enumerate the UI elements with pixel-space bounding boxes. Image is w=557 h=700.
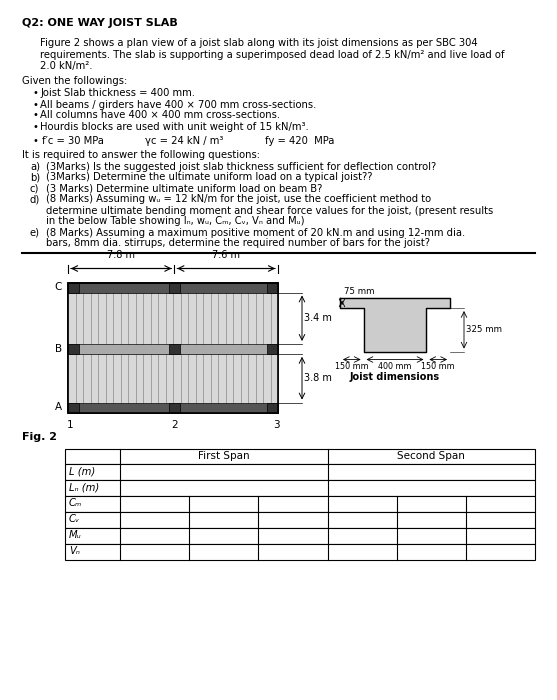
Text: d): d): [30, 195, 40, 204]
Text: 150 mm: 150 mm: [422, 361, 455, 370]
Text: A: A: [55, 402, 62, 412]
Bar: [65, 543, 535, 559]
Text: f′c = 30 MPa: f′c = 30 MPa: [42, 136, 104, 146]
Text: All beams / girders have 400 × 700 mm cross-sections.: All beams / girders have 400 × 700 mm cr…: [40, 99, 316, 109]
Text: fy = 420  MPa: fy = 420 MPa: [265, 136, 334, 146]
Text: bars, 8mm dia. stirrups, determine the required number of bars for the joist?: bars, 8mm dia. stirrups, determine the r…: [46, 239, 430, 248]
Bar: [68, 293, 278, 344]
Bar: [65, 449, 535, 463]
Bar: [65, 512, 535, 528]
Text: 7.8 m: 7.8 m: [107, 251, 135, 260]
Text: determine ultimate bending moment and shear force values for the joist, (present: determine ultimate bending moment and sh…: [46, 206, 494, 216]
Text: c): c): [30, 183, 40, 193]
Bar: [65, 480, 535, 496]
Text: Cₘ: Cₘ: [69, 498, 82, 508]
Text: Cᵥ: Cᵥ: [69, 514, 80, 524]
Text: 3.4 m: 3.4 m: [304, 313, 332, 323]
Text: (3Marks) Is the suggested joist slab thickness sufficient for deflection control: (3Marks) Is the suggested joist slab thi…: [46, 162, 436, 172]
Text: B: B: [55, 344, 62, 354]
Text: Vₙ: Vₙ: [69, 547, 80, 556]
Bar: [65, 463, 535, 480]
Text: Joist dimensions: Joist dimensions: [350, 372, 440, 382]
Text: 2: 2: [171, 421, 178, 430]
Text: in the below Table showing lₙ, wᵤ, Cₘ, Cᵥ, Vₙ and Mᵤ): in the below Table showing lₙ, wᵤ, Cₘ, C…: [46, 216, 305, 227]
Text: (3 Marks) Determine ultimate uniform load on beam B?: (3 Marks) Determine ultimate uniform loa…: [46, 183, 323, 193]
Text: Given the followings:: Given the followings:: [22, 76, 127, 87]
Text: 1: 1: [67, 421, 74, 430]
Bar: [68, 344, 278, 354]
Text: 325 mm: 325 mm: [466, 326, 502, 335]
Bar: [169, 344, 180, 354]
Bar: [169, 283, 180, 293]
Text: •: •: [32, 88, 38, 99]
Text: All columns have 400 × 400 mm cross-sections.: All columns have 400 × 400 mm cross-sect…: [40, 111, 280, 120]
Bar: [65, 496, 535, 512]
Text: requirements. The slab is supporting a superimposed dead load of 2.5 kN/m² and l: requirements. The slab is supporting a s…: [40, 50, 505, 60]
Text: Mᵤ: Mᵤ: [69, 531, 82, 540]
Text: Second Span: Second Span: [397, 451, 465, 461]
Bar: [267, 344, 278, 354]
Text: 3: 3: [273, 421, 279, 430]
Text: •: •: [32, 111, 38, 120]
Text: It is required to answer the following questions:: It is required to answer the following q…: [22, 150, 260, 160]
Text: 75 mm: 75 mm: [344, 286, 374, 295]
Bar: [65, 528, 535, 543]
Text: Joist Slab thickness = 400 mm.: Joist Slab thickness = 400 mm.: [40, 88, 195, 99]
Text: Lₙ (m): Lₙ (m): [69, 482, 99, 493]
Bar: [68, 402, 278, 412]
Bar: [68, 344, 79, 354]
Polygon shape: [340, 298, 450, 351]
Text: •: •: [32, 136, 38, 146]
Text: γc = 24 kN / m³: γc = 24 kN / m³: [145, 136, 223, 146]
Bar: [68, 402, 79, 412]
Text: b): b): [30, 172, 40, 183]
Text: Q2: ONE WAY JOIST SLAB: Q2: ONE WAY JOIST SLAB: [22, 18, 178, 28]
Text: First Span: First Span: [198, 451, 250, 461]
Bar: [68, 283, 278, 412]
Text: 7.6 m: 7.6 m: [212, 251, 240, 260]
Text: a): a): [30, 162, 40, 172]
Bar: [68, 283, 79, 293]
Text: (8 Marks) Assuming a maximum positive moment of 20 kN.m and using 12-mm dia.: (8 Marks) Assuming a maximum positive mo…: [46, 228, 465, 237]
Text: 2.0 kN/m².: 2.0 kN/m².: [40, 61, 92, 71]
Bar: [68, 354, 278, 402]
Text: 3.8 m: 3.8 m: [304, 373, 332, 383]
Text: 400 mm: 400 mm: [378, 361, 412, 370]
Text: L (m): L (m): [69, 466, 95, 477]
Bar: [68, 283, 278, 293]
Text: (8 Marks) Assuming wᵤ = 12 kN/m for the joist, use the coefficient method to: (8 Marks) Assuming wᵤ = 12 kN/m for the …: [46, 195, 431, 204]
Text: e): e): [30, 228, 40, 237]
Bar: [267, 283, 278, 293]
Text: Figure 2 shows a plan view of a joist slab along with its joist dimensions as pe: Figure 2 shows a plan view of a joist sl…: [40, 38, 477, 48]
Bar: [267, 402, 278, 412]
Bar: [169, 402, 180, 412]
Text: Hourdis blocks are used with unit weight of 15 kN/m³.: Hourdis blocks are used with unit weight…: [40, 122, 309, 132]
Text: Fig. 2: Fig. 2: [22, 433, 57, 442]
Text: •: •: [32, 122, 38, 132]
Text: (3Marks) Determine the ultimate uniform load on a typical joist??: (3Marks) Determine the ultimate uniform …: [46, 172, 373, 183]
Text: 150 mm: 150 mm: [335, 361, 369, 370]
Bar: [68, 283, 278, 412]
Text: •: •: [32, 99, 38, 109]
Text: C: C: [55, 283, 62, 293]
